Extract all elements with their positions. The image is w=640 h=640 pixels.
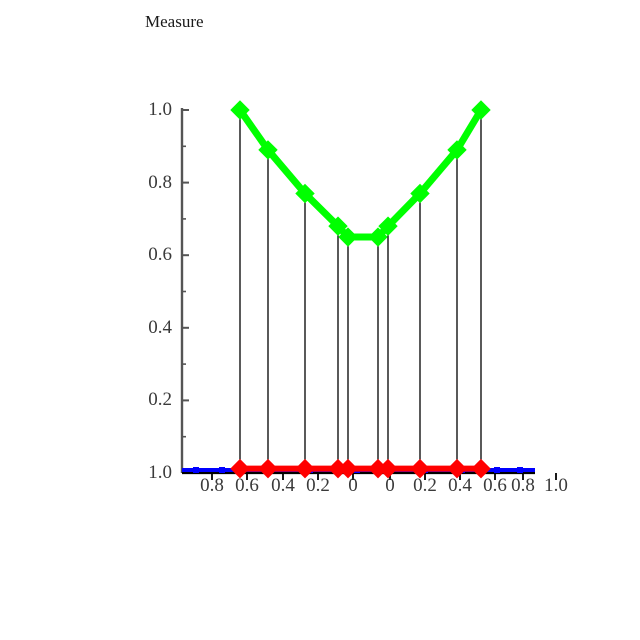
green-marker xyxy=(378,216,398,236)
blue-marker xyxy=(494,467,500,473)
red-marker xyxy=(471,458,491,479)
green-marker xyxy=(258,140,278,160)
green-marker xyxy=(295,183,315,204)
blue-marker xyxy=(193,467,199,473)
x-tick-label: 0 xyxy=(348,475,358,496)
green-marker xyxy=(338,227,358,247)
green-marker xyxy=(328,216,348,236)
red-marker xyxy=(447,458,467,479)
green-marker xyxy=(230,100,250,120)
y-tick-label: 0.4 xyxy=(148,316,172,338)
green-marker xyxy=(410,183,430,204)
x-tick-label: 0.8 xyxy=(200,475,224,496)
red-marker xyxy=(338,458,358,479)
x-tick-label: 0.4 xyxy=(448,475,472,496)
x-tick-label: 0.6 xyxy=(235,475,259,496)
y-tick-label: 1.0 xyxy=(148,462,172,483)
x-tick-label: 0.4 xyxy=(271,475,295,496)
page-title: Measure xyxy=(145,12,204,31)
blue-marker xyxy=(517,467,523,473)
y-tick-label: 1.0 xyxy=(148,99,172,120)
y-axis xyxy=(180,108,189,474)
green-marker xyxy=(471,100,491,120)
red-marker xyxy=(410,458,430,479)
y-tick-label: 0.2 xyxy=(148,389,172,411)
x-tick-label: 0.8 xyxy=(511,475,535,496)
series-green[interactable] xyxy=(230,100,491,247)
red-marker xyxy=(230,458,250,479)
x-tick-label: 0.2 xyxy=(413,475,437,496)
red-marker xyxy=(295,458,315,479)
green-marker xyxy=(368,227,388,247)
series-red[interactable] xyxy=(230,458,491,479)
y-tick-label: 0.6 xyxy=(148,244,172,266)
x-tick-label: 0.6 xyxy=(483,475,507,496)
red-marker xyxy=(378,458,398,479)
x-tick-label: 0 xyxy=(385,475,395,496)
x-tick-label: 0.2 xyxy=(306,475,330,496)
blue-marker xyxy=(219,467,225,473)
x-tick-label: 1.0 xyxy=(544,475,568,496)
green-marker xyxy=(447,140,467,160)
red-marker xyxy=(258,458,278,479)
drop-lines xyxy=(239,110,482,473)
y-tick-label: 0.8 xyxy=(148,171,172,193)
